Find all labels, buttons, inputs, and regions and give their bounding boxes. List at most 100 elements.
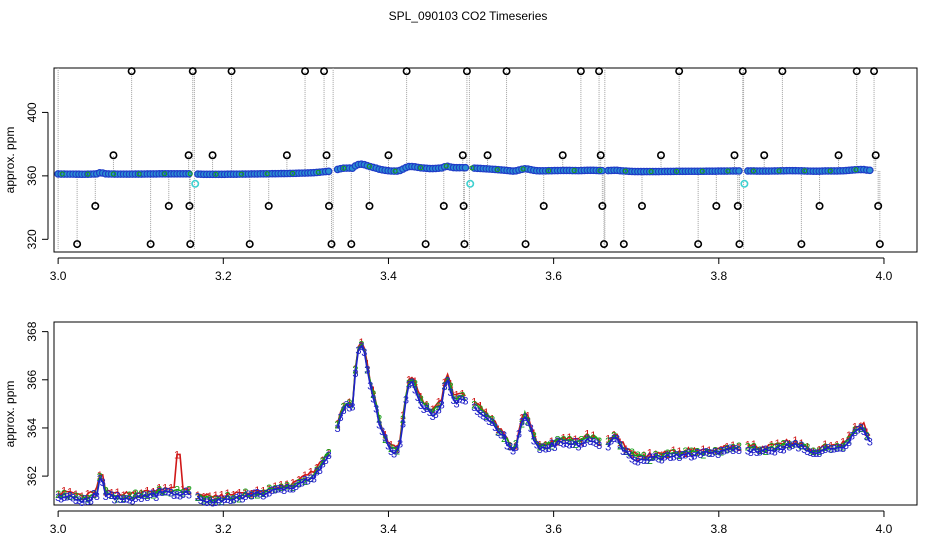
series-marker: 3 (195, 492, 201, 504)
series-marker: 2 (572, 439, 578, 451)
series-marker: 2 (804, 442, 810, 454)
band-accent (802, 168, 808, 174)
series-marker: 1 (483, 407, 489, 419)
spike-lines (57, 68, 881, 249)
series-marker: 1 (436, 397, 442, 409)
series-marker: 3 (174, 489, 180, 501)
series-marker: 3 (382, 432, 388, 444)
series-marker: 3 (560, 438, 566, 450)
series-marker: 3 (394, 444, 400, 456)
series-marker: 3 (379, 426, 385, 438)
series-marker: 1 (688, 447, 694, 459)
series-marker: 2 (284, 480, 290, 492)
series-marker: 1 (266, 484, 272, 496)
series-marker: 2 (641, 451, 647, 463)
outlier-point (186, 240, 195, 249)
series-marker: 3 (352, 368, 358, 380)
series-marker: 1 (477, 401, 483, 413)
series-marker: 2 (501, 433, 507, 445)
series-marker: 2 (489, 415, 495, 427)
series-marker: 3 (498, 430, 504, 442)
series-marker: 3 (150, 488, 156, 500)
series-marker: 3 (861, 426, 867, 438)
series-marker: 3 (650, 452, 656, 464)
series-marker: 3 (397, 439, 403, 451)
series-marker: 1 (162, 483, 168, 495)
series-marker: 1 (67, 487, 73, 499)
series-marker: 3 (439, 399, 445, 411)
series-marker: 2 (412, 378, 418, 390)
series-2: 2 2 2 2 2 2 222 2 2 2 2 2 2 2 2 2 2 2 2 2 22 2 2 2 2 2 2 22 2 2 2 2 2 2 2 2… (55, 339, 871, 508)
outlier-point (146, 240, 155, 249)
series-marker: 1 (578, 436, 584, 448)
series-marker: 1 (730, 440, 736, 452)
series-marker: 1 (751, 439, 757, 451)
series-marker: 2 (326, 447, 332, 459)
series-marker: 3 (320, 459, 326, 471)
outlier-point (320, 67, 329, 76)
series-marker: 3 (718, 446, 724, 458)
series-marker: 3 (171, 490, 177, 502)
series-marker: 2 (549, 441, 555, 453)
series-marker: 3 (605, 442, 611, 454)
series-marker: 3 (534, 440, 540, 452)
series-marker: 3 (596, 440, 602, 452)
series-marker: 3 (608, 435, 614, 447)
series-marker: 2 (115, 493, 121, 505)
series-marker: 1 (700, 444, 706, 456)
series-marker: 1 (219, 489, 225, 501)
series-marker: 1 (308, 466, 314, 478)
band-accent (162, 171, 168, 177)
series-marker: 3 (254, 487, 260, 499)
series-marker: 3 (611, 433, 617, 445)
y-tick-label: 364 (25, 418, 39, 438)
series-marker: 1 (61, 485, 67, 497)
series-marker: 3 (546, 443, 552, 455)
series-marker: 3 (578, 439, 584, 451)
data-points (54, 67, 884, 249)
series-marker: 2 (388, 443, 394, 455)
series-marker: 3 (632, 455, 638, 467)
series-marker: 3 (222, 494, 228, 506)
series-marker: 3 (572, 437, 578, 449)
series-marker: 3 (531, 435, 537, 447)
series-marker: 1 (186, 485, 192, 497)
series-marker: 3 (840, 443, 846, 455)
series-marker: 1 (676, 446, 682, 458)
series-marker: 3 (712, 446, 718, 458)
series-marker: 3 (462, 396, 468, 408)
series-marker: 3 (236, 491, 242, 503)
y-tick-label: 400 (25, 102, 39, 122)
y-tick-label: 366 (25, 369, 39, 389)
band-accent (290, 170, 296, 176)
band-accent (853, 167, 859, 173)
series-marker: 1 (780, 439, 786, 451)
series-marker: 3 (263, 489, 269, 501)
series-marker: 1 (864, 427, 870, 439)
series-marker: 3 (450, 395, 456, 407)
top-panel: 3.0 3.2 3.4 3.6 3.8 4.0 320 360 400 approx. ppm (3, 67, 918, 283)
outlier-point (365, 202, 374, 211)
series-marker: 2 (61, 488, 67, 500)
series-line (608, 434, 740, 461)
outlier-point (600, 240, 609, 249)
series-marker: 3 (831, 444, 837, 456)
series-marker: 2 (346, 398, 352, 410)
series-marker: 3 (207, 496, 213, 508)
y-tick-label: 320 (25, 229, 39, 249)
series-marker: 3 (76, 495, 82, 507)
outlier-point (656, 151, 665, 160)
series-marker: 1 (769, 439, 775, 451)
series-marker: 2 (670, 448, 676, 460)
series-marker: 2 (718, 446, 724, 458)
series-marker: 2 (376, 413, 382, 425)
outlier-point (521, 240, 530, 249)
series-marker: 3 (266, 487, 272, 499)
series-marker: 3 (540, 442, 546, 454)
series-marker: 2 (126, 490, 132, 502)
series-marker: 3 (251, 488, 257, 500)
series-marker: 3 (679, 450, 685, 462)
outlier-point (439, 202, 448, 211)
outlier-point (730, 151, 739, 160)
series-marker: 2 (665, 448, 671, 460)
